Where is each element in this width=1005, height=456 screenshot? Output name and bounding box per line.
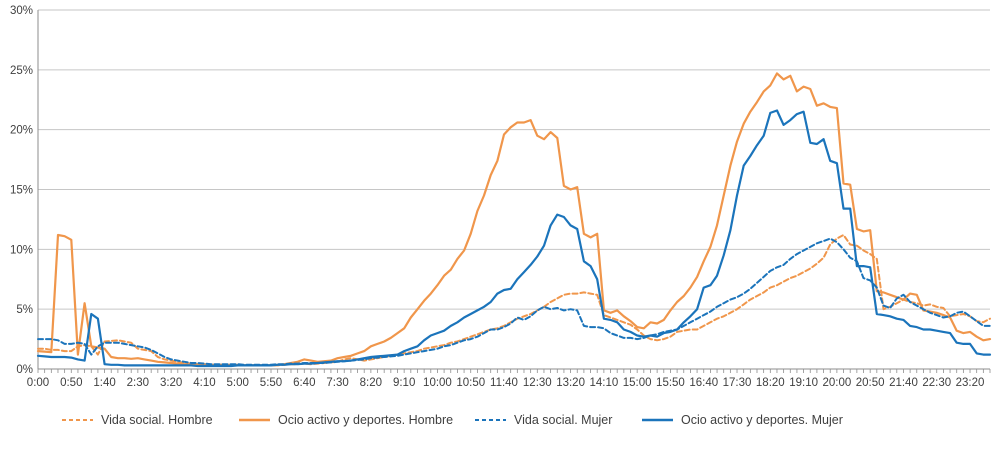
x-tick-label: 2:30	[127, 377, 149, 389]
legend-label-vida-social-mujer: Vida social. Mujer	[514, 413, 613, 427]
y-tick-label: 10%	[10, 244, 33, 256]
x-tick-label: 20:00	[822, 377, 851, 389]
legend-item-ocio-activo-y-deportes-hombre: Ocio activo y deportes. Hombre	[238, 407, 453, 433]
y-tick-label: 15%	[10, 185, 33, 197]
x-tick-label: 22:30	[922, 377, 951, 389]
legend-line-sample-ocio-activo-y-deportes-hombre	[239, 418, 270, 422]
legend-line-sample-vida-social-hombre	[62, 419, 93, 421]
legend-label-ocio-activo-y-deportes-mujer: Ocio activo y deportes. Mujer	[681, 413, 843, 427]
x-tick-label: 7:30	[326, 377, 348, 389]
legend-line-sample-vida-social-mujer	[475, 419, 506, 421]
x-tick-label: 4:10	[193, 377, 215, 389]
x-tick-label: 12:30	[523, 377, 552, 389]
x-tick-label: 6:40	[293, 377, 315, 389]
series-line-ocio-activo-y-deportes-mujer	[36, 109, 992, 368]
x-tick-label: 0:00	[27, 377, 49, 389]
x-tick-label: 9:10	[393, 377, 415, 389]
x-tick-label: 19:10	[789, 377, 818, 389]
legend-item-vida-social-hombre: Vida social. Hombre	[61, 407, 213, 433]
x-tick-label: 18:20	[756, 377, 785, 389]
y-tick-label: 20%	[10, 125, 33, 137]
x-tick-label: 10:00	[423, 377, 452, 389]
x-tick-label: 3:20	[160, 377, 182, 389]
legend-item-ocio-activo-y-deportes-mujer: Ocio activo y deportes. Mujer	[641, 407, 843, 433]
x-tick-label: 11:40	[490, 377, 518, 389]
x-tick-label: 16:40	[689, 377, 718, 389]
series-line-vida-social-hombre	[37, 234, 991, 367]
y-tick-label: 30%	[10, 5, 33, 17]
chart-plot-area: 0% 5% 10% 15% 20% 25% 30% 0:00 0:50 1:40 2:30 3:20 4…	[10, 5, 992, 389]
x-tick-label: 23:20	[956, 377, 985, 389]
x-tick-label: 10:50	[456, 377, 485, 389]
series-line-ocio-activo-y-deportes-hombre	[36, 72, 992, 367]
x-tick-label: 20:50	[856, 377, 885, 389]
x-tick-label: 0:50	[60, 377, 82, 389]
series-line-vida-social-mujer	[37, 237, 991, 366]
x-tick-label: 15:00	[623, 377, 652, 389]
legend-label-ocio-activo-y-deportes-hombre: Ocio activo y deportes. Hombre	[278, 413, 454, 427]
x-tick-label: 5:50	[260, 377, 282, 389]
x-tick-label: 14:10	[589, 377, 618, 389]
x-tick-label: 13:20	[556, 377, 585, 389]
legend-line-sample-ocio-activo-y-deportes-mujer	[642, 418, 673, 422]
x-tick-label: 8:20	[360, 377, 382, 389]
chart-legend: Vida social. Hombre Ocio activo y deporte…	[0, 407, 1005, 437]
x-tick-label: 21:40	[889, 377, 918, 389]
x-tick-label: 17:30	[723, 377, 752, 389]
y-tick-label: 25%	[10, 65, 33, 77]
x-tick-label: 15:50	[656, 377, 685, 389]
x-tick-label: 1:40	[93, 377, 115, 389]
y-tick-label: 0%	[16, 364, 33, 376]
y-tick-label: 5%	[16, 304, 33, 316]
legend-item-vida-social-mujer: Vida social. Mujer	[474, 407, 612, 433]
x-tick-label: 5:00	[227, 377, 249, 389]
legend-label-vida-social-hombre: Vida social. Hombre	[101, 413, 213, 427]
